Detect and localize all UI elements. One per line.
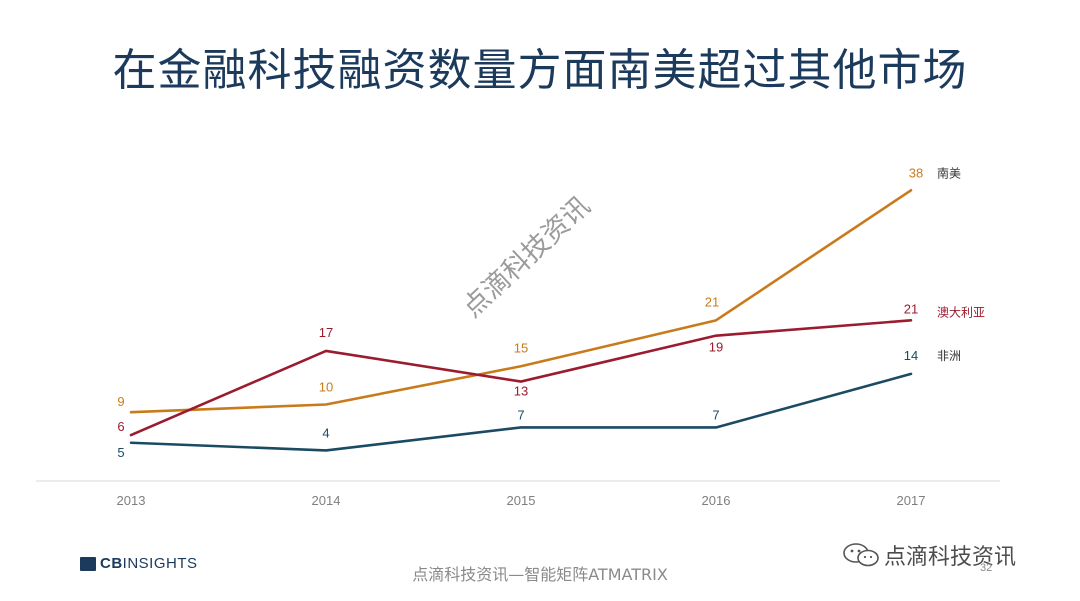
x-tick-label: 2013 xyxy=(117,493,146,508)
data-label: 4 xyxy=(322,425,329,440)
wechat-icon xyxy=(843,543,879,567)
wechat-watermark: 点滴科技资讯 xyxy=(842,539,1016,571)
data-label: 5 xyxy=(117,445,124,460)
series-name-label: 南美 xyxy=(937,165,961,180)
x-tick-label: 2017 xyxy=(897,493,926,508)
cbinsights-logo-icon xyxy=(80,556,96,571)
data-label: 21 xyxy=(904,301,918,316)
series-name-label: 非洲 xyxy=(937,349,961,363)
data-label: 7 xyxy=(712,407,719,422)
slide-title: 在金融科技融资数量方面南美超过其他市场 xyxy=(112,45,968,96)
data-label: 10 xyxy=(319,380,333,395)
data-label: 21 xyxy=(705,294,719,309)
logo-text-rest: INSIGHTS xyxy=(122,555,198,572)
series-name-label: 澳大利亚 xyxy=(937,305,985,319)
x-tick-label: 2016 xyxy=(702,493,731,508)
footer-text: 点滴科技资讯—智能矩阵ATMATRIX xyxy=(412,565,668,584)
logo-text-bold: CB xyxy=(100,555,123,572)
series-line-3 xyxy=(129,372,913,452)
data-label: 6 xyxy=(117,419,124,434)
data-label: 38 xyxy=(909,165,923,180)
data-label: 15 xyxy=(514,340,528,355)
x-tick-label: 2014 xyxy=(312,493,341,508)
cbinsights-logo: CBINSIGHTS xyxy=(80,555,198,572)
data-label: 7 xyxy=(517,407,524,422)
data-label: 19 xyxy=(709,340,723,355)
series-line-1 xyxy=(129,189,913,414)
page-number: 32 xyxy=(980,562,993,574)
data-label: 9 xyxy=(117,394,124,409)
series-line-2 xyxy=(129,319,913,437)
x-tick-label: 2015 xyxy=(507,493,536,508)
data-label: 17 xyxy=(319,325,333,340)
data-label: 14 xyxy=(904,348,918,363)
data-label: 13 xyxy=(514,384,528,399)
wechat-label: 点滴科技资讯 xyxy=(884,545,1017,570)
